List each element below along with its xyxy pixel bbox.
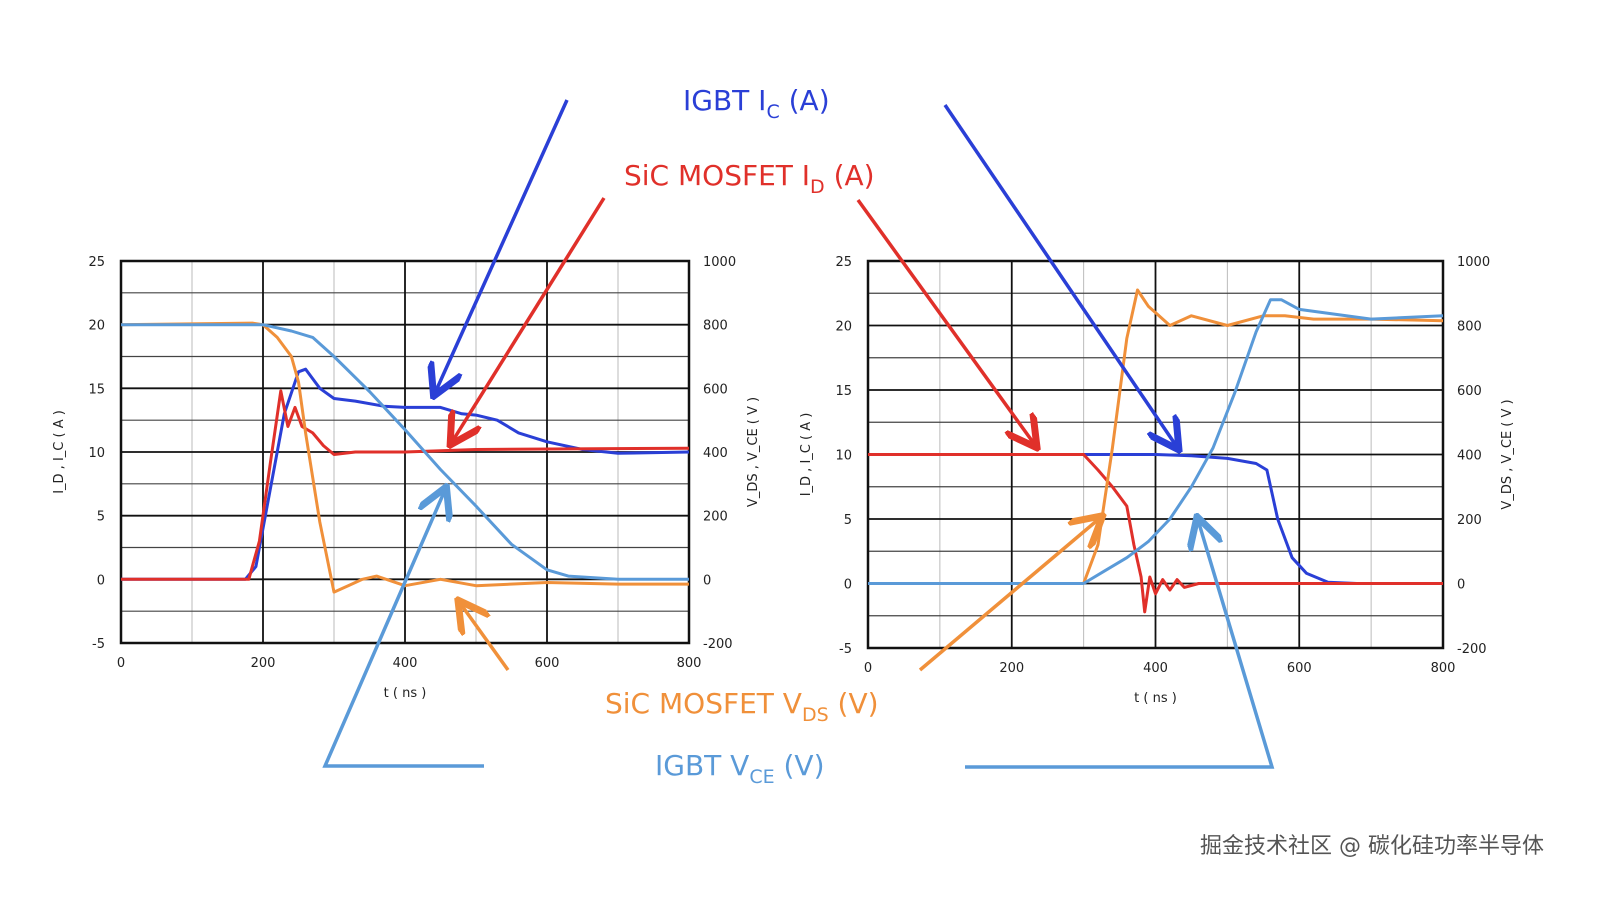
y-tick-label-left: 10 bbox=[88, 446, 105, 461]
y-tick-label-right: 0 bbox=[703, 573, 711, 588]
x-tick-label: 600 bbox=[1287, 661, 1312, 676]
y-axis-label-right: V_DS , V_CE ( V ) bbox=[1500, 399, 1515, 509]
y-axis-label-left: I_D , I_C ( A ) bbox=[52, 410, 67, 494]
y-tick-label-right: 600 bbox=[1457, 384, 1482, 399]
y-tick-label-left: 15 bbox=[835, 384, 852, 399]
y-axis-label-right: V_DS , V_CE ( V ) bbox=[746, 397, 761, 507]
y-tick-label-right: 600 bbox=[703, 382, 728, 397]
chart-right: 0 200 400 600 800 25 20 15 10 5 0 -5 1000 800 600 400 20… bbox=[799, 255, 1515, 706]
y-tick-label-right: 800 bbox=[703, 319, 728, 334]
y-tick-label-right: 0 bbox=[1457, 578, 1465, 593]
x-tick-label: 0 bbox=[117, 656, 125, 671]
label-igbt-vce: IGBT VCE (V) bbox=[655, 749, 825, 788]
y-tick-label-left: 0 bbox=[844, 578, 852, 593]
y-tick-label-left: 15 bbox=[88, 382, 105, 397]
chart-left: 0 200 400 600 800 25 20 15 10 5 0 -5 1000 800 600 400 20… bbox=[52, 255, 761, 701]
y-tick-label-left: -5 bbox=[92, 637, 105, 652]
x-tick-label: 0 bbox=[864, 661, 872, 676]
y-tick-label-left: 25 bbox=[835, 255, 852, 270]
x-tick-label: 400 bbox=[1143, 661, 1168, 676]
x-tick-label: 200 bbox=[999, 661, 1024, 676]
arrow-igbt-ic-right bbox=[943, 104, 1177, 447]
y-tick-label-left: 20 bbox=[88, 319, 105, 334]
y-tick-label-left: 10 bbox=[835, 449, 852, 464]
y-tick-label-left: 5 bbox=[844, 513, 852, 528]
arrow-sic-id-left bbox=[452, 197, 606, 442]
arrow-igbt-vce-left bbox=[322, 490, 484, 768]
y-tick-label-left: 20 bbox=[835, 320, 852, 335]
y-tick-label-right: 1000 bbox=[703, 255, 736, 270]
arrow-igbt-ic-left bbox=[435, 99, 569, 393]
series-line-sic-mosfet-i-d-a- bbox=[868, 453, 1443, 614]
arrow-igbt-vce-right bbox=[965, 520, 1275, 769]
label-sic-id: SiC MOSFET ID (A) bbox=[624, 159, 875, 198]
y-tick-label-right: -200 bbox=[703, 637, 733, 652]
x-tick-label: 800 bbox=[1431, 661, 1456, 676]
y-tick-label-left: 0 bbox=[97, 573, 105, 588]
x-axis-label: t ( ns ) bbox=[384, 686, 427, 701]
y-tick-label-left: 25 bbox=[88, 255, 105, 270]
y-axis-label-left: I_D , I_C ( A ) bbox=[799, 413, 814, 497]
y-tick-label-right: 200 bbox=[1457, 513, 1482, 528]
arrow-sic-vds-left bbox=[460, 603, 510, 672]
y-tick-label-right: 1000 bbox=[1457, 255, 1490, 270]
x-tick-label: 200 bbox=[251, 656, 276, 671]
series-line-sic-mosfet-v-ds-v- bbox=[120, 321, 689, 594]
watermark: 掘金技术社区 @ 碳化硅功率半导体 bbox=[1200, 834, 1544, 859]
y-tick-label-right: 400 bbox=[1457, 449, 1482, 464]
series-line-sic-mosfet-i-d-a- bbox=[121, 389, 690, 581]
series-line-sic-mosfet-v-ds-v- bbox=[868, 288, 1444, 585]
arrow-sic-id-right bbox=[856, 198, 1035, 445]
arrow-sic-vds-right bbox=[918, 518, 1100, 672]
y-tick-label-right: 200 bbox=[703, 510, 728, 525]
x-tick-label: 800 bbox=[677, 656, 702, 671]
x-tick-label: 400 bbox=[393, 656, 418, 671]
y-tick-label-left: 5 bbox=[97, 510, 105, 525]
x-axis-label: t ( ns ) bbox=[1134, 691, 1177, 706]
y-tick-label-right: 800 bbox=[1457, 320, 1482, 335]
label-igbt-ic: IGBT IC (A) bbox=[683, 84, 830, 123]
series-line-igbt-v-ce-v- bbox=[121, 323, 689, 581]
y-tick-label-left: -5 bbox=[839, 642, 852, 657]
series-line-igbt-v-ce-v- bbox=[868, 298, 1444, 585]
x-tick-label: 600 bbox=[535, 656, 560, 671]
label-sic-vds: SiC MOSFET VDS (V) bbox=[605, 687, 879, 726]
y-tick-label-right: -200 bbox=[1457, 642, 1487, 657]
y-tick-label-right: 400 bbox=[703, 446, 728, 461]
